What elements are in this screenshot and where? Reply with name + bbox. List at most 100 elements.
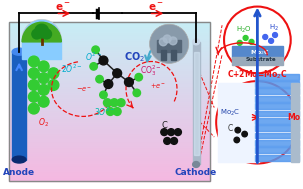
Bar xyxy=(9,30,210,32)
Bar xyxy=(171,50,176,60)
Text: Mo: Mo xyxy=(287,113,300,122)
Bar xyxy=(9,125,210,128)
Bar xyxy=(9,92,210,94)
Circle shape xyxy=(48,68,59,79)
Bar xyxy=(9,98,210,100)
Bar xyxy=(193,42,200,164)
Bar xyxy=(9,153,210,155)
Bar xyxy=(9,129,210,132)
Bar xyxy=(255,81,298,87)
Text: Substrate: Substrate xyxy=(246,57,276,63)
Bar xyxy=(9,141,210,143)
Bar xyxy=(9,28,210,30)
Bar xyxy=(9,58,210,60)
Wedge shape xyxy=(22,22,61,42)
Bar xyxy=(9,120,210,122)
Bar xyxy=(9,169,210,171)
Circle shape xyxy=(263,35,268,40)
Bar xyxy=(9,40,210,42)
Bar xyxy=(9,22,210,181)
Circle shape xyxy=(243,36,248,40)
Bar xyxy=(9,171,210,173)
Bar xyxy=(9,102,210,104)
Bar xyxy=(255,88,298,94)
Bar xyxy=(9,116,210,118)
Circle shape xyxy=(164,138,171,144)
Bar xyxy=(9,66,210,68)
Circle shape xyxy=(48,80,59,90)
Text: H$_2$O: H$_2$O xyxy=(236,25,251,35)
Bar xyxy=(9,167,210,169)
Bar xyxy=(255,103,298,109)
Text: $O_2$: $O_2$ xyxy=(38,116,49,129)
Bar xyxy=(9,26,210,28)
Bar xyxy=(9,78,210,80)
Text: Mo$_2$C: Mo$_2$C xyxy=(220,108,240,118)
Circle shape xyxy=(92,46,99,53)
Circle shape xyxy=(32,29,42,39)
Bar xyxy=(9,76,210,78)
Bar xyxy=(9,74,210,76)
Text: $-e^-$: $-e^-$ xyxy=(76,85,92,94)
Bar xyxy=(9,24,210,26)
Bar xyxy=(194,52,198,155)
Bar xyxy=(9,132,210,133)
Bar xyxy=(9,155,210,157)
Bar xyxy=(9,143,210,145)
Circle shape xyxy=(168,129,175,136)
Circle shape xyxy=(135,74,142,81)
Bar xyxy=(9,22,210,24)
Bar xyxy=(9,110,210,112)
Bar xyxy=(9,106,210,108)
Text: $3O^{2-}$: $3O^{2-}$ xyxy=(94,106,116,119)
Bar xyxy=(9,36,210,38)
Circle shape xyxy=(117,99,125,107)
Text: C: C xyxy=(161,121,167,130)
Bar xyxy=(9,84,210,86)
Bar xyxy=(9,100,210,102)
Circle shape xyxy=(273,33,278,37)
Circle shape xyxy=(38,73,49,84)
Circle shape xyxy=(110,99,118,107)
Circle shape xyxy=(28,80,39,90)
Circle shape xyxy=(38,61,49,72)
Circle shape xyxy=(106,108,114,115)
Bar xyxy=(291,83,298,162)
Ellipse shape xyxy=(12,48,26,55)
Bar xyxy=(9,34,210,36)
Text: $2O^{2-}$: $2O^{2-}$ xyxy=(61,63,83,75)
Bar xyxy=(9,165,210,167)
Circle shape xyxy=(100,91,107,99)
Bar xyxy=(9,114,210,116)
Bar xyxy=(9,70,210,72)
Bar xyxy=(9,96,210,98)
Bar xyxy=(9,145,210,147)
Bar xyxy=(161,50,166,60)
Bar xyxy=(9,54,210,56)
Text: C+2Mo=Mo$_2$C: C+2Mo=Mo$_2$C xyxy=(227,68,288,81)
Bar xyxy=(9,64,210,66)
Circle shape xyxy=(113,69,122,78)
Bar xyxy=(255,140,298,146)
Bar xyxy=(9,128,210,129)
Bar xyxy=(255,111,298,116)
Circle shape xyxy=(113,108,121,115)
Bar xyxy=(9,136,210,137)
Circle shape xyxy=(35,24,48,38)
Circle shape xyxy=(103,99,111,107)
Circle shape xyxy=(159,38,167,46)
Bar xyxy=(9,122,210,124)
Ellipse shape xyxy=(12,48,26,55)
Text: $O^{2-}$: $O^{2-}$ xyxy=(85,50,102,63)
Bar xyxy=(9,86,210,88)
Circle shape xyxy=(234,137,240,143)
Circle shape xyxy=(42,29,52,39)
Circle shape xyxy=(28,91,39,102)
Bar xyxy=(9,147,210,149)
Circle shape xyxy=(28,103,39,114)
Bar xyxy=(9,48,210,50)
Bar xyxy=(255,133,298,139)
Bar xyxy=(218,83,259,162)
Circle shape xyxy=(269,38,274,43)
Bar xyxy=(9,56,210,58)
